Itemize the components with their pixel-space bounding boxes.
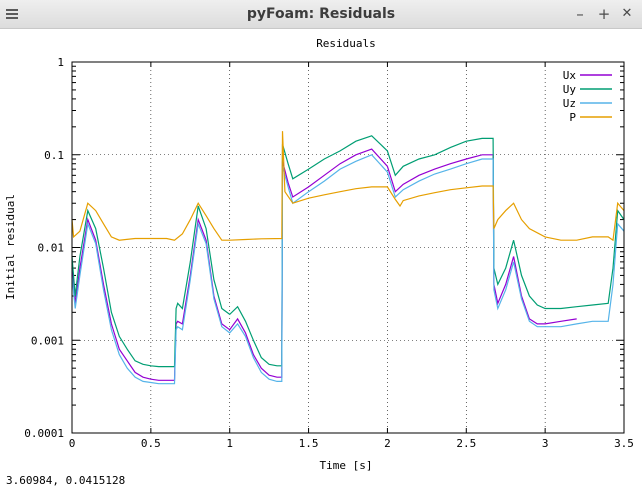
plot-frame [71, 61, 625, 434]
y-axis-label: Initial residual [4, 194, 17, 300]
x-axis-label: Time [s] [320, 459, 373, 472]
x-tick-label: 3.5 [614, 437, 634, 450]
legend-label-uz: Uz [563, 97, 576, 110]
maximize-button[interactable]: + [597, 5, 611, 23]
x-tick-label: 1.5 [299, 437, 319, 450]
x-tick-label: 0 [69, 437, 76, 450]
title-bar: pyFoam: Residuals – + ✕ [0, 0, 642, 29]
legend-label-p: P [569, 111, 576, 124]
plot-canvas[interactable]: Residuals 0 0.5 1 1.5 2 2.5 3 3.5 0.0001 0.001 0.0… [0, 29, 642, 488]
x-tick-label: 3 [542, 437, 549, 450]
minimize-button[interactable]: – [576, 5, 584, 23]
x-tick-label: 1 [226, 437, 233, 450]
window-menu-icon[interactable] [6, 9, 18, 19]
y-tick-label: 0.001 [31, 334, 64, 347]
cursor-position-readout: 3.60984, 0.0415128 [6, 474, 126, 487]
chart-title: Residuals [316, 37, 376, 50]
series-line-ux [71, 148, 577, 381]
residuals-chart[interactable]: Residuals 0 0.5 1 1.5 2 2.5 3 3.5 0.0001 0.001 0.0… [0, 29, 642, 488]
series-layer [71, 131, 625, 385]
y-tick-label: 0.01 [38, 242, 65, 255]
y-tick-label: 0.0001 [24, 427, 64, 440]
close-button[interactable]: ✕ [621, 6, 633, 21]
x-tick-label: 0.5 [141, 437, 161, 450]
series-line-p [71, 131, 625, 242]
legend-label-uy: Uy [563, 83, 577, 96]
x-tick-label: 2.5 [456, 437, 476, 450]
x-tick-label: 2 [384, 437, 391, 450]
legend-label-ux: Ux [563, 69, 577, 82]
window-title: pyFoam: Residuals [246, 6, 396, 22]
series-line-uz [71, 154, 625, 385]
grid-lines [72, 62, 624, 433]
y-tick-label: 1 [57, 56, 64, 69]
axis-ticks: 0 0.5 1 1.5 2 2.5 3 3.5 0.0001 0.001 0.01 0.1 1 [24, 56, 634, 450]
y-tick-label: 0.1 [44, 149, 64, 162]
series-line-uy [71, 135, 625, 368]
